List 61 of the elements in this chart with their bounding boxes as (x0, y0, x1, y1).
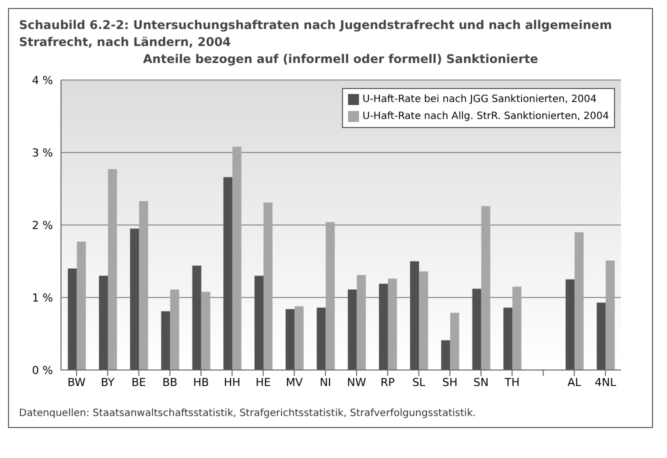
text: Datenquellen: Staatsanwaltschaftsstatistik, Strafgerichtsstatistik, Strafverfolgungsstatistik. (19, 408, 477, 419)
x-tick-label: 4NL (594, 376, 617, 389)
y-tick-label: 2 % (32, 218, 53, 232)
x-tick-label: NI (320, 376, 332, 389)
x-tick-label: NW (347, 376, 366, 389)
x-tick-label: SH (442, 376, 458, 389)
bar (348, 290, 357, 370)
bar (378, 284, 388, 370)
bar (472, 288, 482, 370)
x-tick-label: SN (473, 376, 489, 389)
x-tick-label: RP (380, 376, 396, 389)
bar (139, 201, 148, 370)
bar (419, 271, 428, 370)
bar (566, 279, 575, 370)
bar (192, 266, 202, 370)
x-tick-label: BW (68, 376, 86, 389)
legend-label: U-Haft-Rate bei nach JGG Sanktionierten, 2004 (362, 93, 597, 107)
bar (161, 311, 170, 370)
bar (356, 275, 366, 370)
bar (264, 202, 273, 370)
x-tick-label: MV (286, 376, 304, 389)
bar (68, 268, 77, 370)
bar (326, 222, 335, 370)
x-tick-label: BB (162, 376, 178, 389)
bar (130, 228, 140, 370)
y-tick-label: 1 % (32, 291, 53, 304)
bar (574, 232, 584, 370)
bar (450, 312, 460, 370)
bar (441, 340, 450, 370)
bar (606, 260, 615, 370)
bar (98, 276, 108, 370)
bar (596, 302, 606, 370)
x-tick-label: SL (412, 376, 426, 389)
x-tick-label: HE (256, 376, 271, 389)
x-tick-label: AL (568, 376, 582, 389)
y-tick-label: 0 % (32, 364, 53, 377)
x-tick-label: BY (100, 376, 115, 389)
bar (254, 276, 264, 370)
y-tick-label: 3 % (32, 146, 53, 160)
bar (388, 278, 397, 370)
x-tick-label: HH (224, 376, 240, 389)
bar (76, 242, 86, 370)
chart-subtitle: Anteile bezogen auf (informell oder formell) Sanktionierte (142, 51, 540, 68)
x-tick-label: BE (132, 376, 146, 389)
legend-label: U-Haft-Rate nach Allg. StrR. Sanktionierten, 2004 (362, 110, 609, 124)
bar (316, 308, 326, 370)
bar (503, 308, 512, 370)
bar (170, 290, 180, 370)
bar (286, 309, 295, 370)
x-tick-label: HB (193, 376, 209, 389)
x-tick-label: TH (504, 376, 520, 389)
bar (108, 169, 117, 370)
bar (201, 292, 210, 370)
bar (410, 261, 420, 370)
y-tick-label: 4 % (32, 74, 53, 87)
bar (232, 146, 242, 370)
bar (512, 286, 522, 370)
bar (481, 206, 490, 370)
bar (294, 306, 304, 370)
chart-title: Schaubild 6.2-2: Untersuchungshaftraten nach Jugendstrafrecht und nach allgemeinem Strafrecht, nach Ländern, 2004 (19, 17, 613, 51)
bar (223, 177, 232, 370)
